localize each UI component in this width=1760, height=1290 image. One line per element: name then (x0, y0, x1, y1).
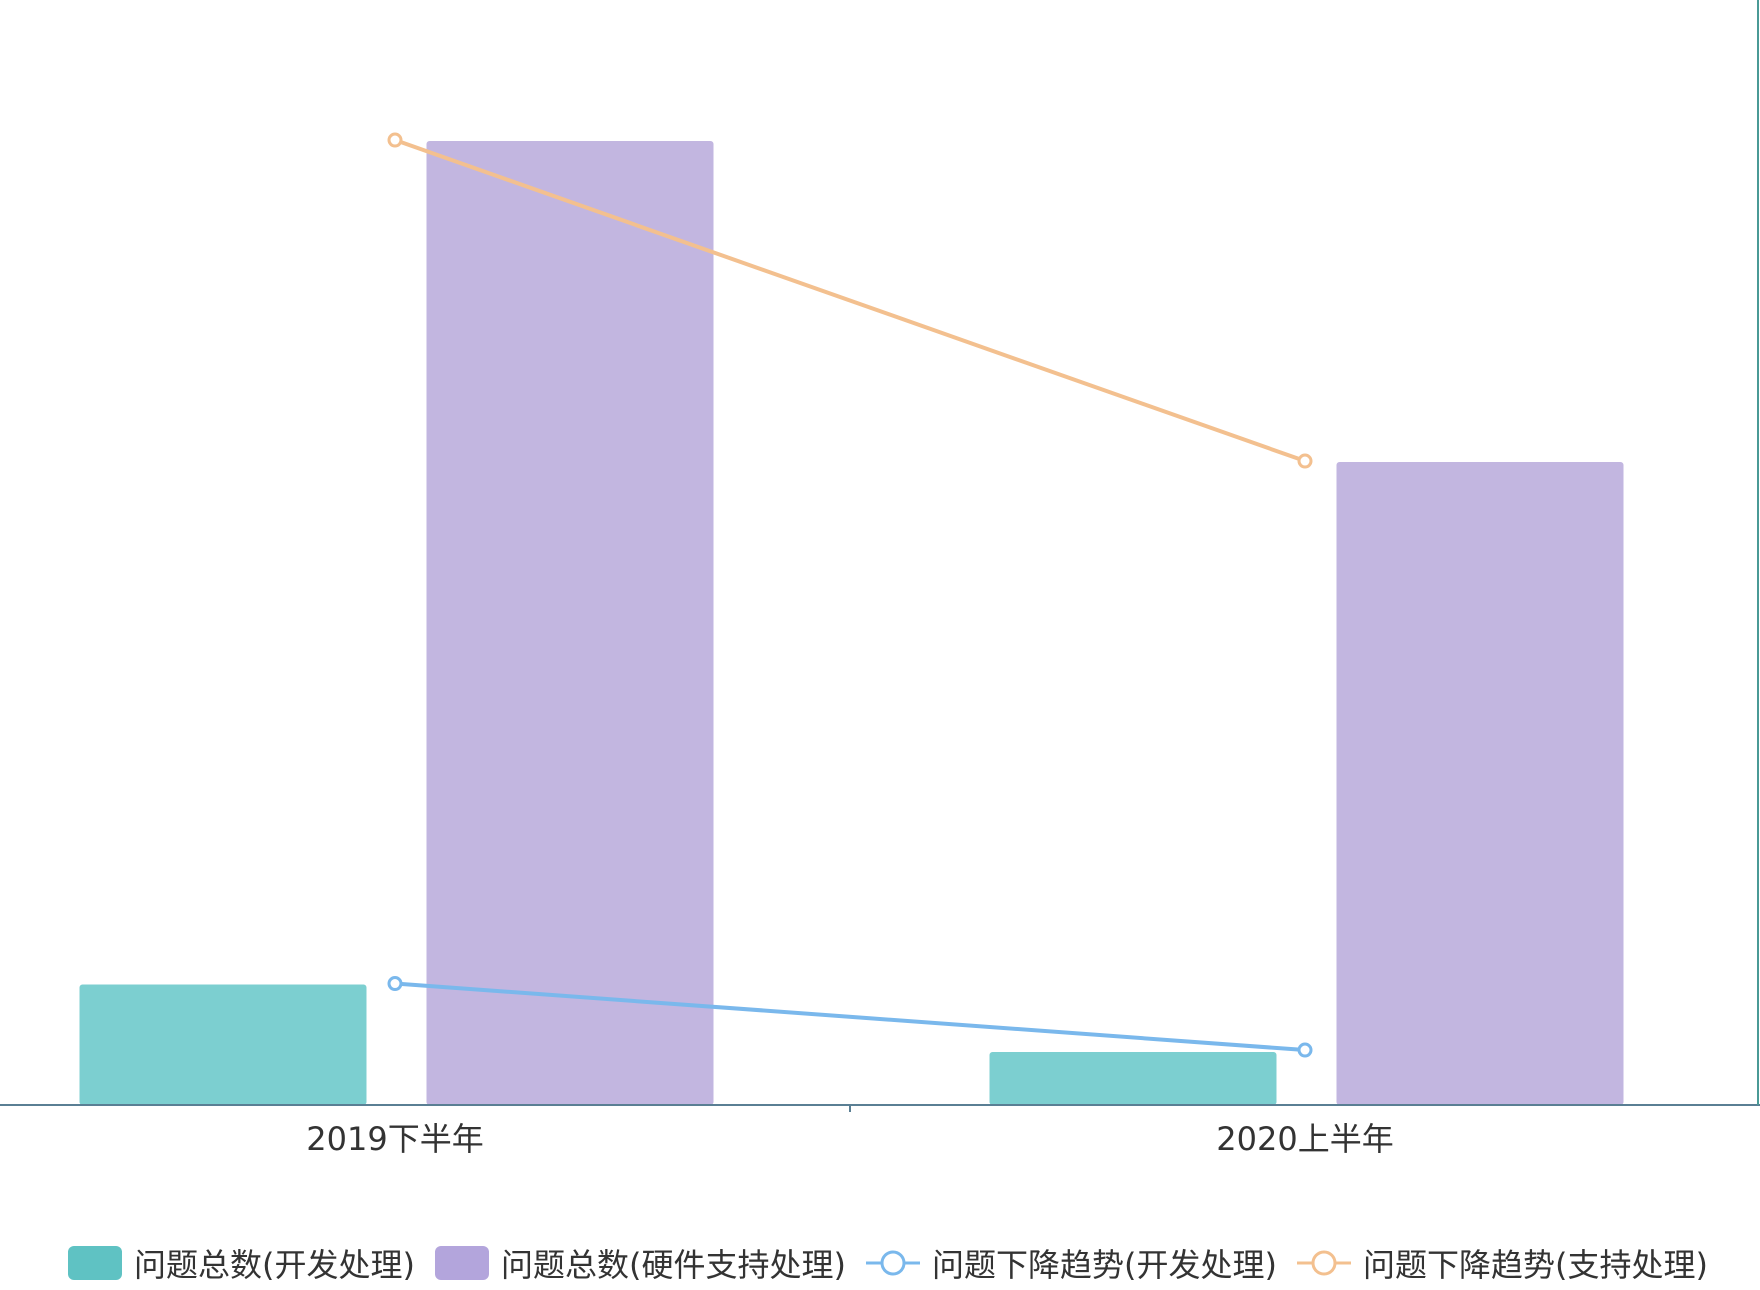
point-dev-trend-1[interactable] (1297, 1042, 1313, 1058)
point-support-trend-0[interactable] (387, 132, 403, 148)
line-dev-trend[interactable] (394, 981, 1306, 1053)
legend-label: 问题下降趋势(支持处理) (1362, 1246, 1708, 1284)
legend-item-hw-total[interactable]: 问题总数(硬件支持处理) (434, 1240, 846, 1286)
chart-plot: 2019下半年 2020上半年 (0, 0, 1760, 1158)
x-axis (0, 0, 1760, 1112)
point-dev-trend-0[interactable] (387, 976, 403, 992)
legend-swatch-bar (68, 1246, 122, 1280)
legend-item-dev-trend[interactable]: 问题下降趋势(开发处理) (865, 1240, 1277, 1286)
x-tick-labels: 2019下半年 2020上半年 (306, 1120, 1393, 1158)
legend-item-support-trend[interactable]: 问题下降趋势(支持处理) (1296, 1240, 1708, 1286)
point-support-trend-1[interactable] (1297, 453, 1313, 469)
legend-label: 问题总数(硬件支持处理) (500, 1246, 846, 1284)
lines-layer (387, 132, 1313, 1058)
legend-swatch-line-icon (1296, 1250, 1351, 1276)
line-support-trend[interactable] (394, 138, 1306, 463)
legend: 问题总数(开发处理) 问题总数(硬件支持处理) 问题下降趋势(开发处理) 问题下… (68, 1240, 1728, 1286)
x-tick-label: 2020上半年 (1216, 1120, 1393, 1158)
bar-dev-total-0[interactable] (79, 984, 367, 1106)
bar-dev-total-1[interactable] (989, 1051, 1277, 1105)
legend-label: 问题下降趋势(开发处理) (931, 1246, 1277, 1284)
legend-swatch-line-icon (865, 1250, 920, 1276)
legend-swatch-bar (434, 1246, 489, 1280)
legend-label: 问题总数(开发处理) (134, 1246, 415, 1284)
bar-hw-total-0[interactable] (426, 141, 714, 1105)
bars-layer (79, 141, 1624, 1106)
x-tick-label: 2019下半年 (306, 1120, 483, 1158)
bar-hw-total-1[interactable] (1336, 462, 1624, 1106)
legend-item-dev-total[interactable]: 问题总数(开发处理) (68, 1240, 415, 1286)
